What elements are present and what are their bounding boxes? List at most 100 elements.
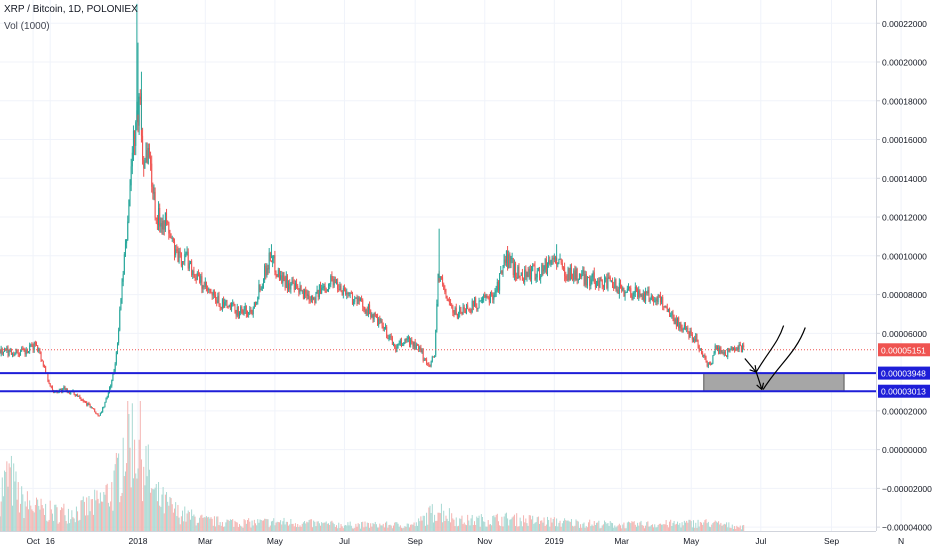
candle-body bbox=[396, 346, 398, 352]
candle-body bbox=[614, 279, 616, 289]
candle-body bbox=[674, 318, 676, 325]
candle-body bbox=[533, 265, 535, 267]
candle-body bbox=[211, 293, 213, 296]
volume-bar bbox=[390, 525, 392, 531]
volume-bar bbox=[115, 452, 117, 531]
volume-bar bbox=[608, 525, 610, 531]
volume-bar bbox=[347, 522, 349, 531]
candle-body bbox=[631, 297, 633, 299]
candle-body bbox=[251, 310, 253, 315]
candle-body bbox=[539, 267, 541, 279]
volume-bar bbox=[731, 524, 733, 531]
volume-bar bbox=[253, 519, 255, 531]
price-label: 0.00003013 bbox=[881, 387, 926, 397]
volume-bar bbox=[357, 523, 359, 531]
candle-body bbox=[687, 327, 689, 333]
candle-body bbox=[330, 275, 332, 285]
candle-body bbox=[342, 288, 344, 295]
volume-bar bbox=[215, 526, 217, 531]
volume-bar bbox=[284, 524, 286, 531]
candle-body bbox=[89, 404, 91, 408]
candle-body bbox=[470, 311, 472, 313]
candle-body bbox=[435, 330, 437, 356]
volume-bar bbox=[243, 519, 245, 531]
volume-bar bbox=[519, 517, 521, 531]
volume-bar bbox=[37, 499, 39, 531]
candle-body bbox=[481, 299, 483, 301]
volume-bar bbox=[712, 523, 714, 531]
volume-bar bbox=[186, 513, 188, 531]
volume-bar bbox=[334, 527, 336, 531]
candle-body bbox=[244, 305, 246, 311]
candle-body bbox=[398, 343, 400, 345]
candle-body bbox=[675, 318, 677, 327]
volume-bar bbox=[211, 518, 213, 531]
volume-bar bbox=[414, 526, 416, 531]
candle-body bbox=[377, 316, 379, 326]
volume-bar bbox=[177, 504, 179, 531]
candle-body bbox=[361, 298, 363, 300]
candle-body bbox=[199, 274, 201, 283]
candle-body bbox=[277, 269, 279, 277]
volume-bar bbox=[262, 520, 264, 531]
volume-bar bbox=[71, 510, 73, 531]
volume-bar bbox=[663, 524, 665, 531]
candle-body bbox=[83, 401, 85, 403]
volume-bar bbox=[641, 524, 643, 531]
candle-body bbox=[322, 286, 324, 288]
candle-body bbox=[737, 348, 739, 350]
volume-bar bbox=[466, 525, 468, 531]
candle-body bbox=[588, 277, 590, 279]
candle-body bbox=[500, 271, 502, 274]
volume-bar bbox=[407, 523, 409, 531]
candle-body bbox=[2, 351, 4, 354]
candle-body bbox=[151, 163, 153, 187]
candle-body bbox=[664, 305, 666, 308]
candle-body bbox=[721, 352, 723, 354]
volume-bar bbox=[585, 526, 587, 531]
volume-bar bbox=[536, 517, 538, 531]
candle-body bbox=[625, 292, 627, 294]
volume-bar bbox=[637, 522, 639, 531]
volume-bar bbox=[373, 524, 375, 531]
volume-bar bbox=[176, 516, 178, 531]
volume-bar bbox=[578, 527, 580, 531]
candle-body bbox=[454, 307, 456, 315]
volume-bar bbox=[730, 528, 732, 531]
candle-body bbox=[359, 298, 361, 302]
volume-bar bbox=[195, 525, 197, 531]
candle-body bbox=[187, 251, 189, 269]
volume-bar bbox=[693, 520, 694, 531]
volume-bar bbox=[521, 526, 523, 531]
candle-body bbox=[702, 352, 704, 357]
volume-bar bbox=[588, 522, 590, 531]
candle-body bbox=[410, 339, 412, 346]
candle-body bbox=[394, 344, 396, 348]
candle-body bbox=[483, 295, 485, 300]
volume-bar bbox=[250, 527, 252, 531]
volume-bar bbox=[134, 439, 136, 531]
volume-bar bbox=[167, 501, 169, 531]
volume-bar bbox=[95, 500, 97, 531]
volume-bar bbox=[494, 517, 496, 531]
volume-bar bbox=[561, 523, 563, 531]
volume-bar bbox=[317, 521, 319, 531]
volume-bar bbox=[226, 519, 228, 531]
candle-body bbox=[508, 254, 510, 268]
volume-bar bbox=[646, 522, 648, 531]
volume-bar bbox=[356, 526, 358, 531]
volume-bar bbox=[615, 527, 617, 531]
volume-bar bbox=[702, 524, 704, 531]
candle-body bbox=[191, 260, 193, 275]
candle-body bbox=[541, 264, 543, 277]
volume-bar bbox=[325, 521, 327, 531]
volume-bar bbox=[64, 515, 66, 531]
volume-bar bbox=[66, 523, 68, 531]
volume-bar bbox=[723, 523, 725, 531]
candle-body bbox=[578, 274, 580, 280]
candle-body bbox=[324, 285, 326, 292]
volume-bar bbox=[742, 525, 744, 531]
volume-bar bbox=[722, 524, 724, 531]
candle-body bbox=[242, 312, 244, 314]
volume-bar bbox=[21, 486, 23, 531]
